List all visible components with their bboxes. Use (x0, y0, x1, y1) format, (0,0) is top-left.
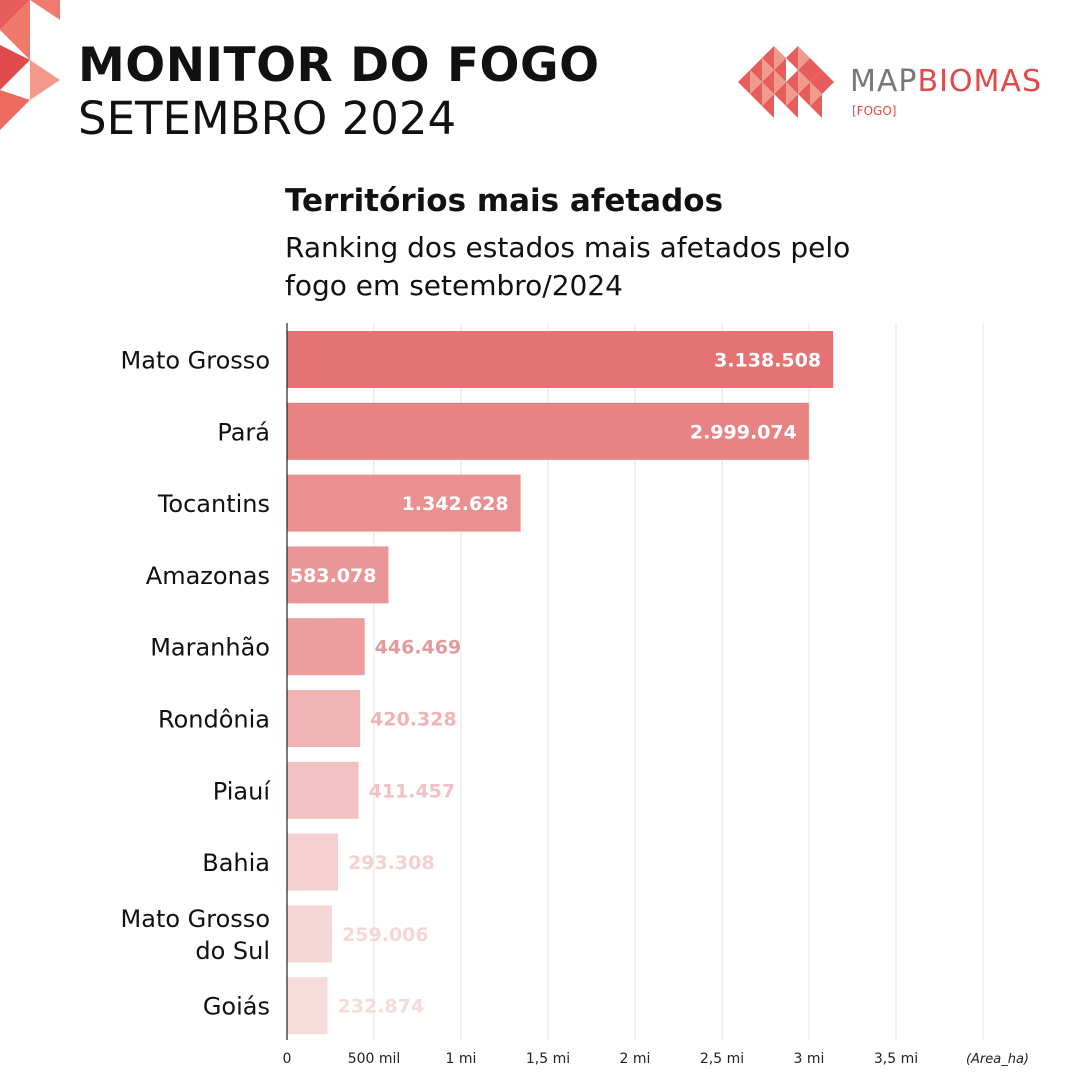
category-label: Mato Grosso do Sul (121, 905, 270, 965)
page-title: MONITOR DO FOGO (78, 38, 600, 93)
page-subtitle: SETEMBRO 2024 (78, 92, 457, 145)
value-label: 1.342.628 (402, 493, 509, 515)
category-label: Amazonas (146, 562, 270, 590)
value-label: 3.138.508 (714, 350, 821, 372)
x-tick-label: 3,5 mi (874, 1051, 918, 1067)
mapbiomas-logo-icon (738, 46, 834, 118)
category-label: Rondônia (158, 706, 270, 734)
x-tick-label: 500 mil (348, 1051, 401, 1067)
x-tick-label: 1,5 mi (526, 1051, 570, 1067)
x-tick-label: 1 mi (446, 1051, 477, 1067)
value-label: 2.999.074 (690, 421, 797, 443)
category-label: Pará (217, 418, 270, 446)
value-label: 232.874 (338, 996, 425, 1018)
x-tick-label: 2,5 mi (700, 1051, 744, 1067)
bar (287, 761, 359, 819)
category-label: Mato Grosso (121, 347, 270, 375)
chart-title: Territórios mais afetados (285, 183, 724, 219)
value-label: 446.469 (375, 637, 462, 659)
value-label: 259.006 (342, 924, 429, 946)
x-tick-label: 0 (283, 1051, 292, 1067)
bar (287, 331, 834, 388)
logo-word-map: MAP (850, 64, 918, 99)
bar (287, 690, 361, 747)
value-label: 420.328 (370, 709, 457, 731)
bar (287, 905, 333, 963)
mapbiomas-logo: MAPBIOMAS [FOGO] (738, 46, 1048, 122)
value-label: 293.308 (348, 852, 435, 874)
category-label: Goiás (203, 993, 270, 1021)
bar (287, 618, 365, 676)
bar (287, 402, 809, 460)
bar (287, 833, 339, 891)
x-axis-unit-label: (Area_ha) (966, 1052, 1029, 1067)
logo-word-biomas: BIOMAS (917, 64, 1042, 99)
logo-tag: [FOGO] (852, 104, 897, 118)
chart-subtitle: Ranking dos estados mais afetados pelo f… (285, 231, 851, 302)
value-label: 411.457 (369, 780, 456, 802)
bar (287, 977, 328, 1035)
category-label: Bahia (202, 849, 270, 877)
corner-triangles-decoration (0, 0, 60, 130)
category-label: Maranhão (150, 634, 270, 662)
category-label: Tocantins (157, 490, 270, 518)
bar (287, 474, 521, 532)
mapbiomas-logo-wordmark: MAPBIOMAS (850, 64, 1042, 99)
x-tick-label: 2 mi (620, 1051, 651, 1067)
x-tick-label: 3 mi (794, 1051, 825, 1067)
value-label: 583.078 (290, 565, 377, 587)
category-label: Piauí (213, 777, 272, 805)
bar (287, 546, 389, 604)
